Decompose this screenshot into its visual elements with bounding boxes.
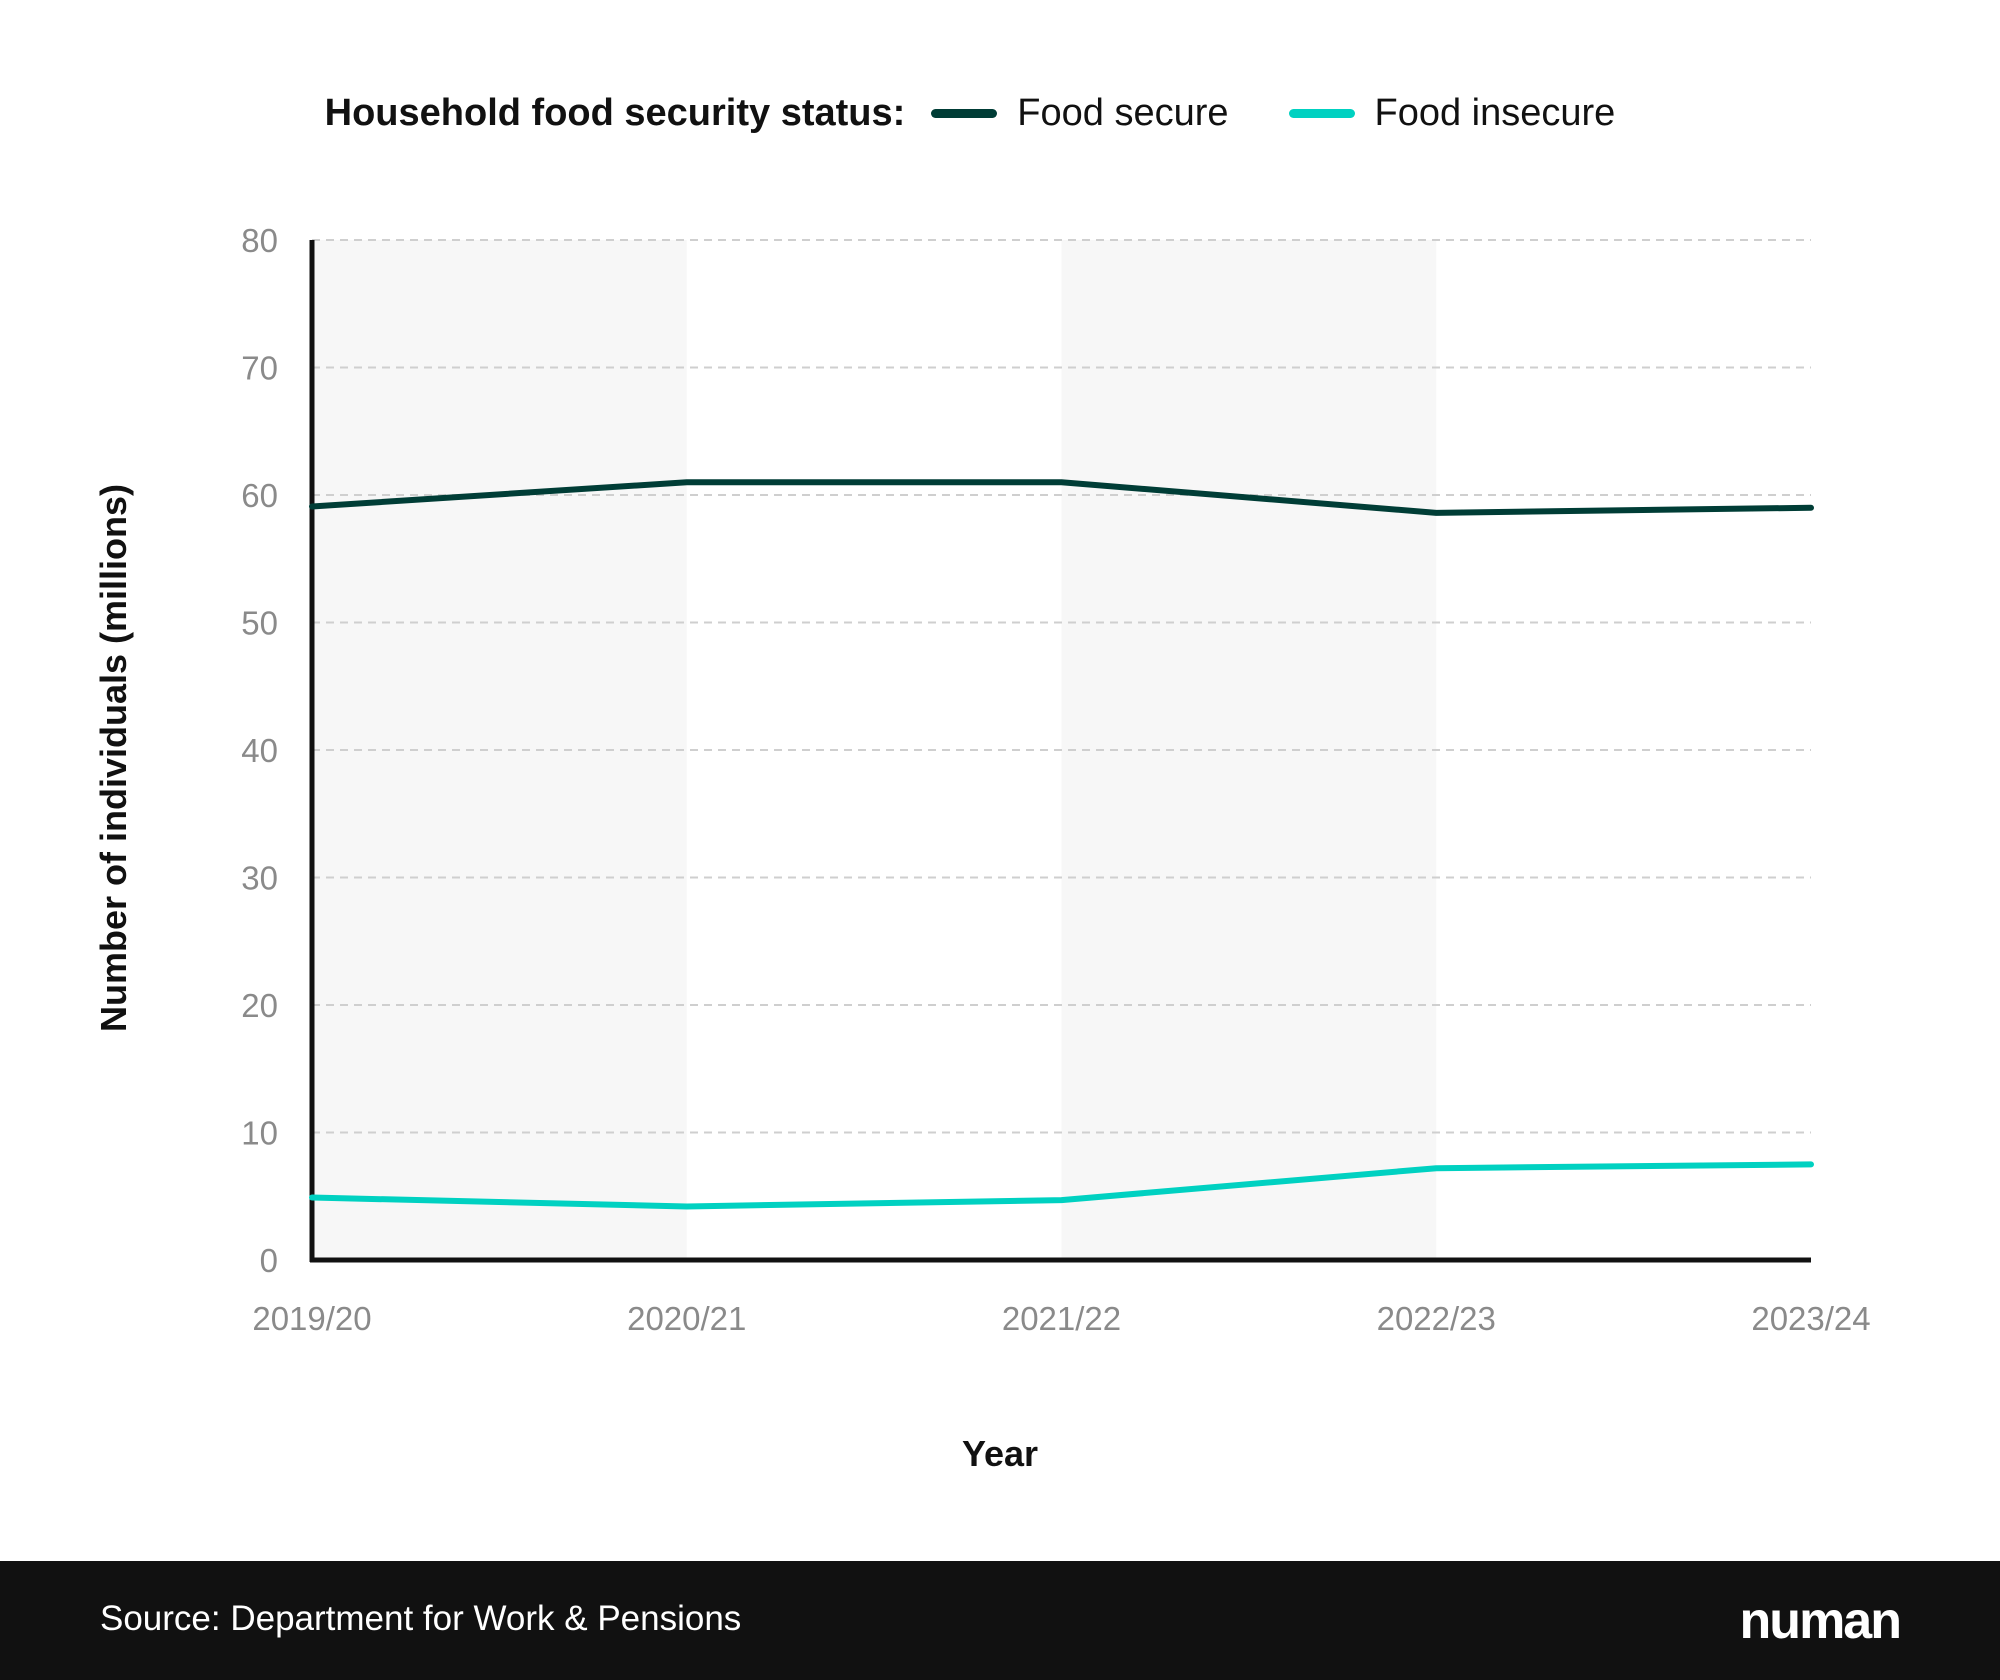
source-text: Source: Department for Work & Pensions [100,1599,742,1638]
y-tick-label: 10 [241,1115,278,1152]
legend-label: Food secure [1017,92,1229,134]
legend-title: Household food security status: [324,92,906,134]
x-tick-label: 2019/20 [252,1300,371,1337]
legend-item-food-secure: Food secure [931,92,1229,135]
y-tick-label: 80 [241,222,278,259]
x-tick-label: 2020/21 [627,1300,746,1337]
y-tick-label: 40 [241,732,278,769]
legend-label: Food insecure [1374,92,1616,134]
x-tick-label: 2022/23 [1377,1300,1496,1337]
y-tick-label: 60 [241,477,278,514]
legend-swatch [931,109,998,118]
legend-swatch [1288,109,1355,118]
y-tick-label: 70 [241,350,278,387]
x-axis-title: Year [962,1433,1038,1474]
x-tick-label: 2021/22 [1002,1300,1121,1337]
y-axis-title: Number of individuals (millions) [93,484,134,1032]
x-tick-label: 2023/24 [1751,1300,1870,1337]
legend: Household food security status: Food sec… [0,92,2000,135]
footer: Source: Department for Work & Pensions n… [0,1561,2000,1680]
y-tick-label: 30 [241,860,278,897]
line-chart: 0 10 20 30 40 50 60 70 80 2019/20 2020/21 2021/22 20… [93,222,1871,1474]
y-tick-label: 0 [260,1242,278,1279]
background-band [1061,240,1437,1260]
y-tick-label: 50 [241,605,278,642]
y-tick-label: 20 [241,987,278,1024]
legend-item-food-insecure: Food insecure [1288,92,1616,135]
numan-logo: numan [1739,1592,1902,1650]
